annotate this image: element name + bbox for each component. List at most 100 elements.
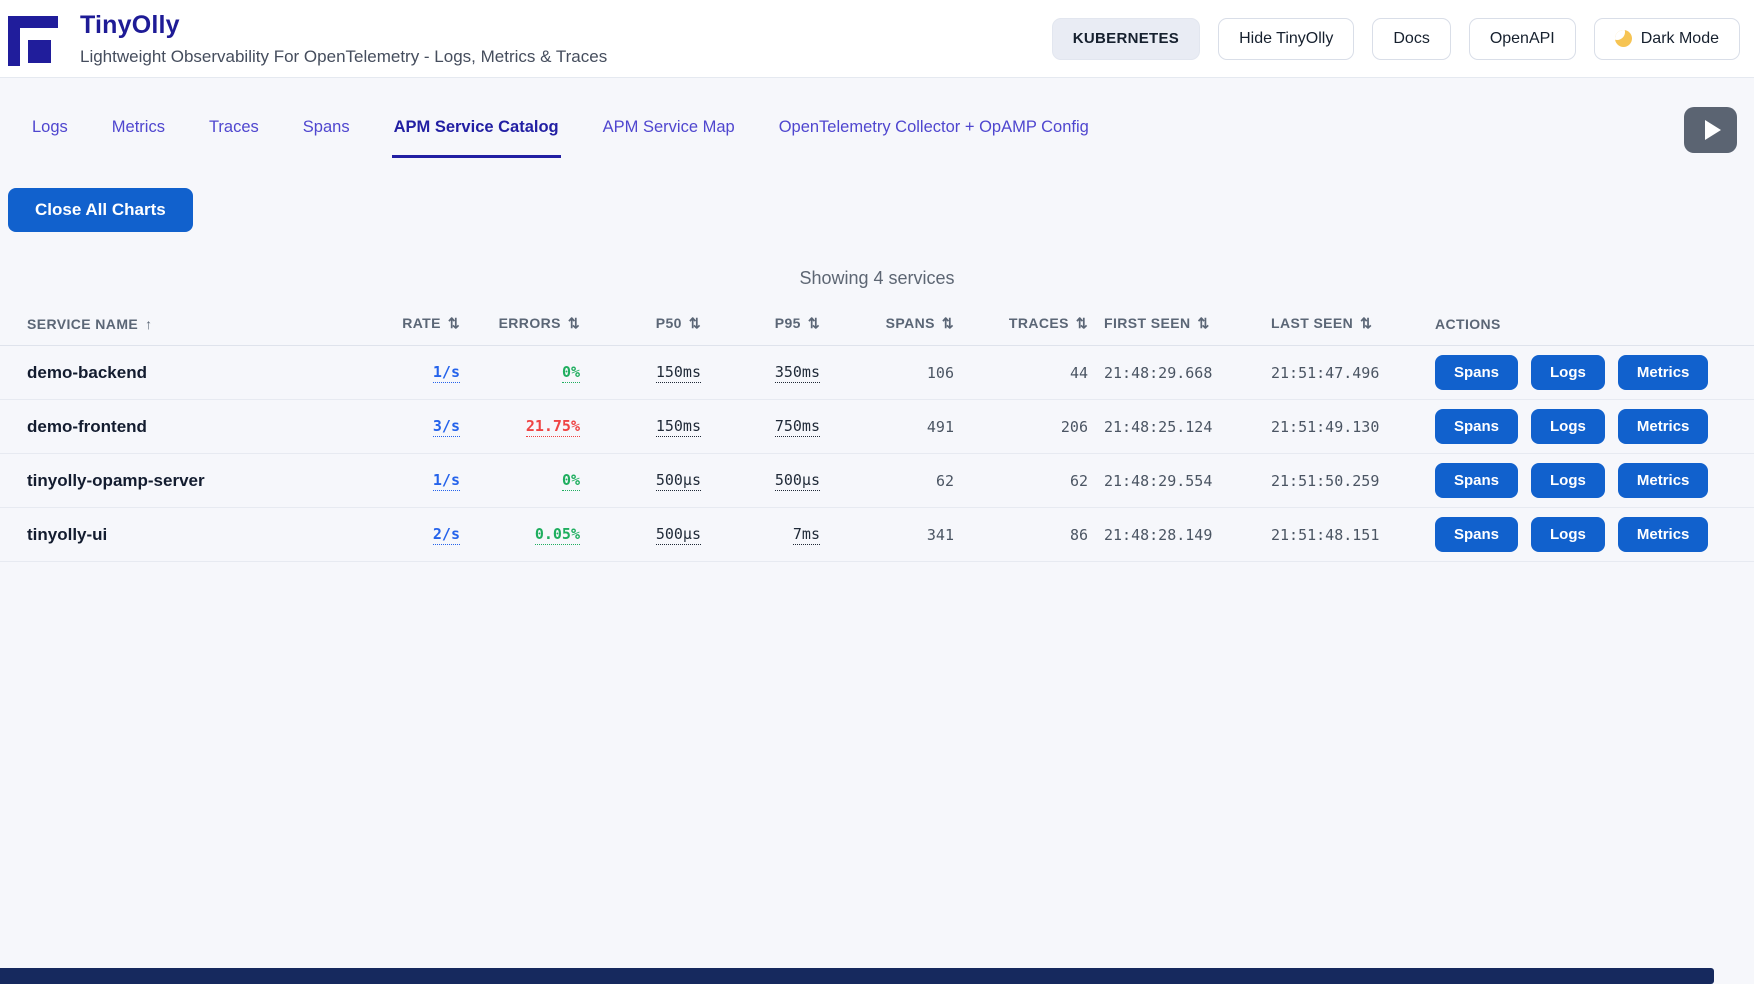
p50-value: 150ms bbox=[655, 417, 701, 437]
tab-otel-collector-opamp-config[interactable]: OpenTelemetry Collector + OpAMP Config bbox=[777, 102, 1091, 158]
errors-value: 0.05% bbox=[534, 525, 580, 545]
app-title: TinyOlly bbox=[80, 10, 180, 39]
col-p95[interactable]: P95 ⇅ bbox=[701, 305, 820, 346]
rate-value: 3/s bbox=[432, 417, 460, 437]
service-catalog-table: SERVICE NAME ↑ RATE ⇅ ERRORS ⇅ P50 ⇅ P95 ⇅ SP… bbox=[0, 305, 1754, 562]
col-last-seen[interactable]: LAST SEEN ⇅ bbox=[1255, 305, 1420, 346]
first-seen-time: 21:48:29.668 bbox=[1088, 345, 1255, 400]
spans-count: 491 bbox=[820, 399, 954, 454]
errors-value: 0% bbox=[561, 363, 580, 383]
logs-button[interactable]: Logs bbox=[1531, 517, 1605, 552]
service-name: demo-frontend bbox=[0, 399, 368, 454]
tab-apm-service-map[interactable]: APM Service Map bbox=[601, 102, 737, 158]
errors-value: 0% bbox=[561, 471, 580, 491]
title-block: TinyOlly Lightweight Observability For O… bbox=[80, 11, 607, 67]
traces-count: 62 bbox=[954, 453, 1088, 508]
col-errors[interactable]: ERRORS ⇅ bbox=[460, 305, 580, 346]
traces-count: 206 bbox=[954, 399, 1088, 454]
spans-button[interactable]: Spans bbox=[1435, 355, 1519, 390]
last-seen-time: 21:51:47.496 bbox=[1255, 345, 1420, 400]
app-subtitle: Lightweight Observability For OpenTeleme… bbox=[80, 46, 608, 66]
sort-icon: ⇅ bbox=[447, 315, 460, 331]
table-header-row: SERVICE NAME ↑ RATE ⇅ ERRORS ⇅ P50 ⇅ P95 ⇅ SP… bbox=[0, 305, 1754, 346]
col-rate[interactable]: RATE ⇅ bbox=[368, 305, 460, 346]
spans-button[interactable]: Spans bbox=[1435, 517, 1519, 552]
first-seen-time: 21:48:25.124 bbox=[1088, 399, 1255, 454]
sort-icon: ⇅ bbox=[807, 315, 820, 331]
tab-bar: Logs Metrics Traces Spans APM Service Ca… bbox=[0, 102, 1754, 158]
col-first-seen[interactable]: FIRST SEEN ⇅ bbox=[1088, 305, 1255, 346]
sort-icon: ⇅ bbox=[1197, 315, 1210, 331]
spans-count: 106 bbox=[820, 345, 954, 400]
tab-traces[interactable]: Traces bbox=[207, 102, 261, 158]
dark-mode-label: Dark Mode bbox=[1640, 29, 1719, 47]
col-p50[interactable]: P50 ⇅ bbox=[580, 305, 701, 346]
tinyolly-logo-icon bbox=[8, 12, 62, 68]
service-name: tinyolly-opamp-server bbox=[0, 453, 368, 508]
col-spans[interactable]: SPANS ⇅ bbox=[820, 305, 954, 346]
tab-spans[interactable]: Spans bbox=[301, 102, 352, 158]
p95-value: 7ms bbox=[792, 525, 820, 545]
rate-value: 1/s bbox=[432, 363, 460, 383]
sort-icon: ⇅ bbox=[941, 315, 954, 331]
sort-icon: ⇅ bbox=[1075, 315, 1088, 331]
logs-button[interactable]: Logs bbox=[1531, 409, 1605, 444]
logs-button[interactable]: Logs bbox=[1531, 355, 1605, 390]
rate-value: 2/s bbox=[432, 525, 460, 545]
col-actions: ACTIONS bbox=[1420, 305, 1754, 346]
sort-icon: ⇅ bbox=[1360, 315, 1373, 331]
traces-count: 44 bbox=[954, 345, 1088, 400]
errors-value: 21.75% bbox=[525, 417, 580, 437]
sort-icon: ⇅ bbox=[567, 315, 580, 331]
last-seen-time: 21:51:49.130 bbox=[1255, 399, 1420, 454]
spans-count: 62 bbox=[820, 453, 954, 508]
last-seen-time: 21:51:50.259 bbox=[1255, 453, 1420, 508]
spans-button[interactable]: Spans bbox=[1435, 463, 1519, 498]
metrics-button[interactable]: Metrics bbox=[1617, 517, 1709, 552]
p50-value: 150ms bbox=[655, 363, 701, 383]
first-seen-time: 21:48:29.554 bbox=[1088, 453, 1255, 508]
service-name: demo-backend bbox=[0, 345, 368, 400]
logs-button[interactable]: Logs bbox=[1531, 463, 1605, 498]
metrics-button[interactable]: Metrics bbox=[1617, 355, 1709, 390]
hide-tinyolly-button[interactable]: Hide TinyOlly bbox=[1218, 17, 1355, 60]
col-service-name[interactable]: SERVICE NAME ↑ bbox=[0, 305, 368, 346]
sort-icon: ⇅ bbox=[688, 315, 701, 331]
p50-value: 500µs bbox=[655, 471, 701, 491]
rate-value: 1/s bbox=[432, 471, 460, 491]
kubernetes-badge[interactable]: KUBERNETES bbox=[1051, 17, 1201, 60]
openapi-button[interactable]: OpenAPI bbox=[1468, 17, 1576, 60]
metrics-button[interactable]: Metrics bbox=[1617, 463, 1709, 498]
table-row: demo-frontend 3/s 21.75% 150ms 750ms 491… bbox=[0, 399, 1754, 454]
sort-asc-icon: ↑ bbox=[145, 315, 153, 332]
top-bar: TinyOlly Lightweight Observability For O… bbox=[0, 0, 1754, 78]
service-name: tinyolly-ui bbox=[0, 507, 368, 562]
traces-count: 86 bbox=[954, 507, 1088, 562]
col-traces[interactable]: TRACES ⇅ bbox=[954, 305, 1088, 346]
moon-icon bbox=[1614, 30, 1632, 47]
table-row: tinyolly-ui 2/s 0.05% 500µs 7ms 341 86 2… bbox=[0, 507, 1754, 562]
p95-value: 500µs bbox=[774, 471, 820, 491]
horizontal-scrollbar[interactable] bbox=[0, 968, 1714, 984]
p95-value: 750ms bbox=[774, 417, 820, 437]
first-seen-time: 21:48:28.149 bbox=[1088, 507, 1255, 562]
spans-count: 341 bbox=[820, 507, 954, 562]
docs-button[interactable]: Docs bbox=[1372, 17, 1451, 60]
table-row: tinyolly-opamp-server 1/s 0% 500µs 500µs… bbox=[0, 453, 1754, 508]
close-all-charts-button[interactable]: Close All Charts bbox=[8, 188, 193, 232]
metrics-button[interactable]: Metrics bbox=[1617, 409, 1709, 444]
p50-value: 500µs bbox=[655, 525, 701, 545]
tab-apm-service-catalog[interactable]: APM Service Catalog bbox=[391, 102, 561, 158]
tab-logs[interactable]: Logs bbox=[30, 102, 70, 158]
play-button[interactable] bbox=[1684, 107, 1737, 153]
play-icon bbox=[1704, 120, 1721, 140]
p95-value: 350ms bbox=[774, 363, 820, 383]
table-row: demo-backend 1/s 0% 150ms 350ms 106 44 2… bbox=[0, 345, 1754, 400]
last-seen-time: 21:51:48.151 bbox=[1255, 507, 1420, 562]
dark-mode-button[interactable]: Dark Mode bbox=[1593, 17, 1740, 60]
tab-metrics[interactable]: Metrics bbox=[110, 102, 167, 158]
topbar-actions: KUBERNETES Hide TinyOlly Docs OpenAPI Da… bbox=[1051, 17, 1740, 60]
spans-button[interactable]: Spans bbox=[1435, 409, 1519, 444]
services-count-text: Showing 4 services bbox=[799, 268, 955, 288]
